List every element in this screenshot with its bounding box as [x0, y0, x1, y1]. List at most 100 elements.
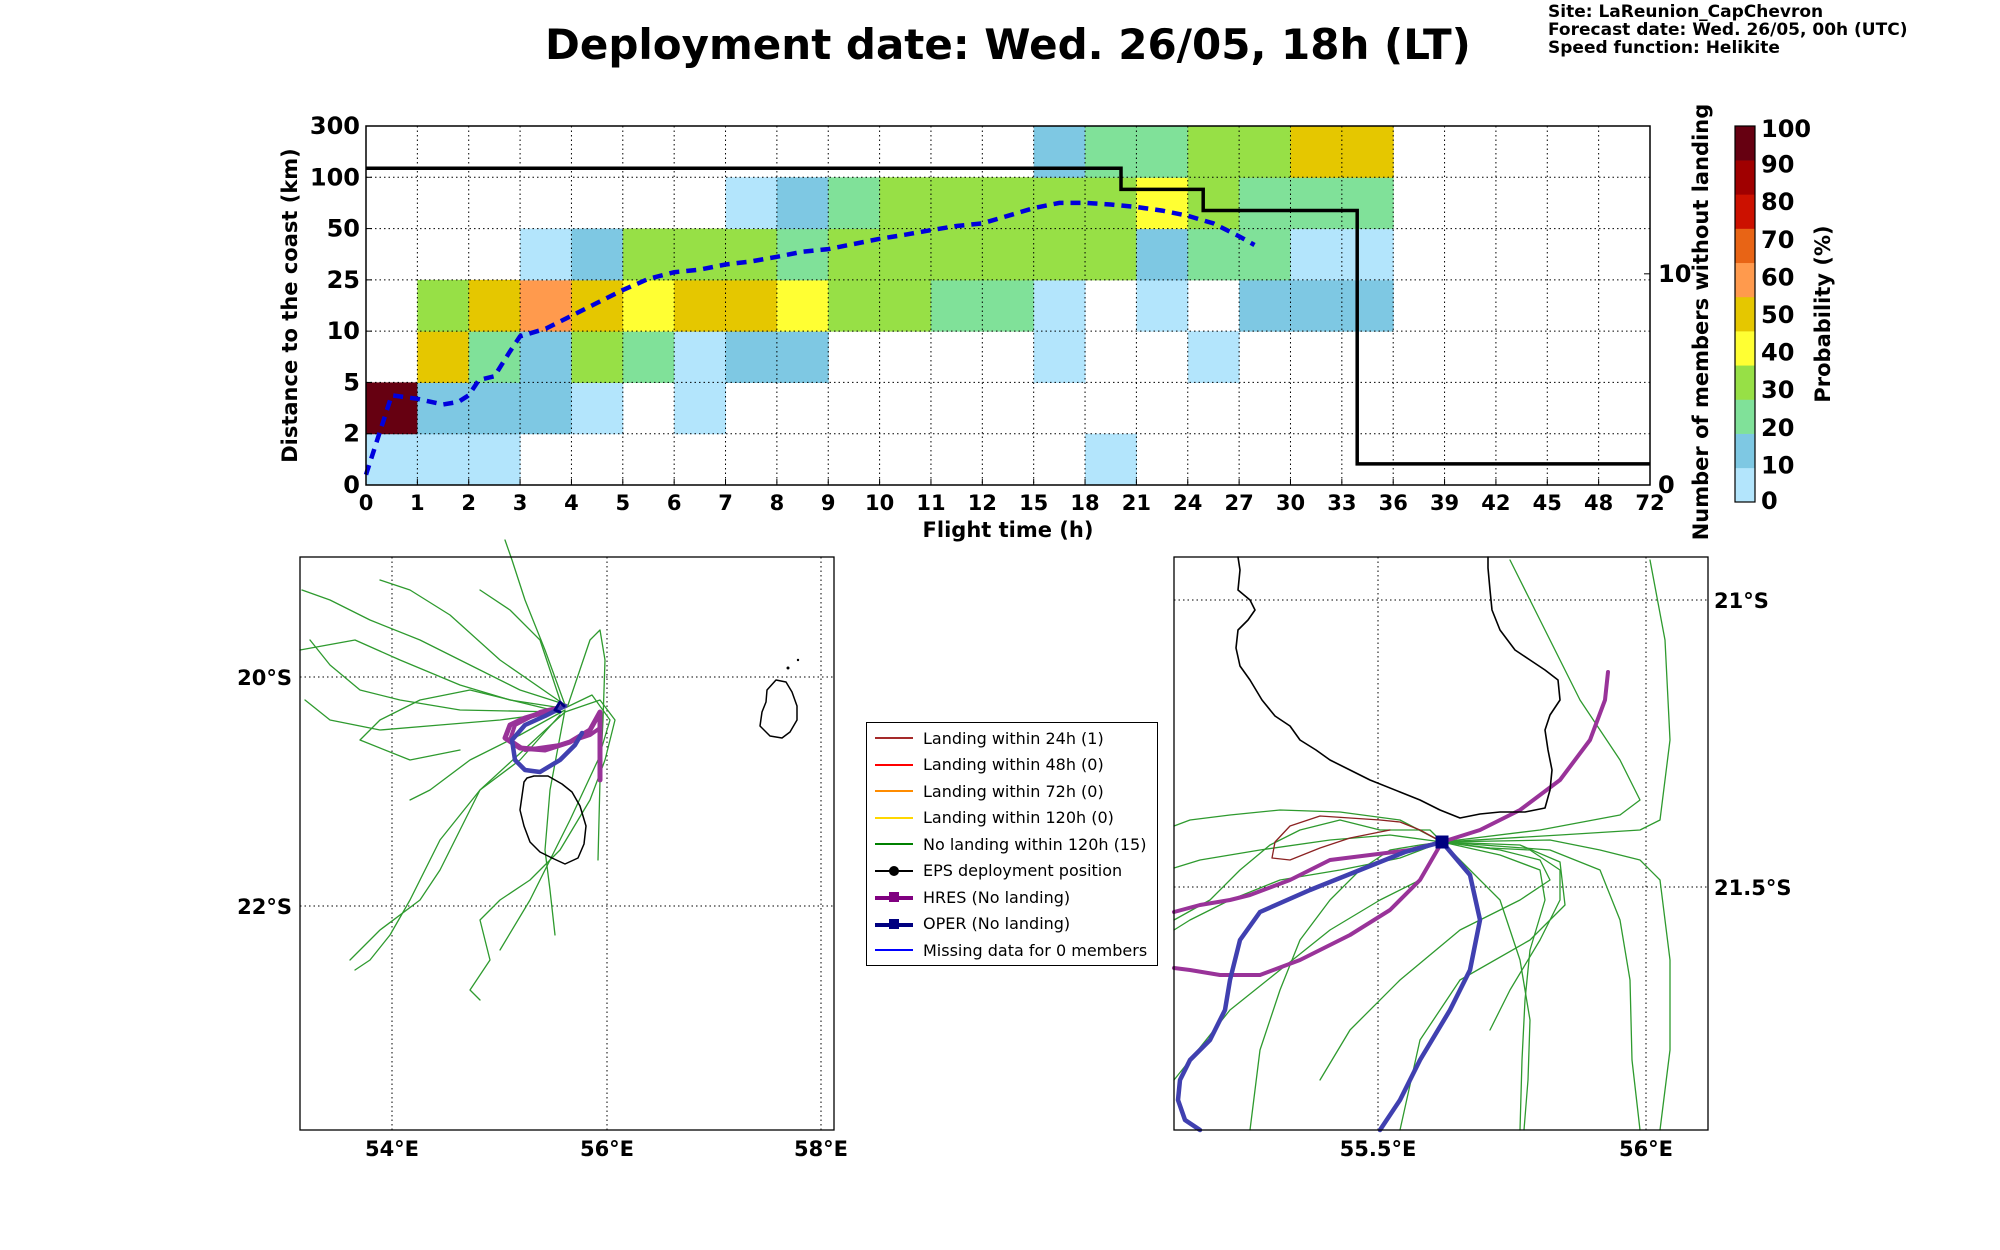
colorbar-tick-label: 70: [1761, 226, 1794, 254]
legend-item: Landing within 24h (1): [875, 727, 1104, 749]
trajectory-no-landing: [1441, 841, 1546, 1131]
y-tick-label: 2: [343, 420, 360, 448]
map-lon-label: 56°E: [1619, 1137, 1673, 1161]
members-without-landing-line: [366, 166, 1650, 466]
trajectory-no-landing: [409, 709, 566, 801]
heatmap-cell: [571, 382, 624, 435]
trajectory-no-landing: [469, 699, 616, 1001]
map-lat-label: 21°S: [1714, 589, 1769, 613]
x-tick-label: 6: [667, 491, 682, 515]
oper-trajectory-2: [1377, 839, 1483, 1133]
site-label: Site: LaReunion_CapChevron: [1548, 2, 1824, 22]
oper-trajectory-start: [553, 700, 566, 714]
heatmap-cell: [366, 433, 418, 486]
heatmap-cell: [1341, 177, 1394, 230]
x-tick-label: 8: [770, 491, 785, 515]
legend-label: Landing within 24h (1): [923, 728, 1104, 748]
x-tick-label: 42: [1481, 491, 1510, 515]
trajectory-no-landing: [1249, 841, 1443, 1131]
heatmap-cell: [520, 228, 572, 281]
heatmap-cell: [1136, 126, 1189, 178]
hres-trajectory-2: [508, 704, 602, 752]
legend-label: No landing within 120h (15): [923, 834, 1147, 854]
legend-swatch: [875, 943, 913, 957]
heatmap-cell: [1341, 228, 1394, 281]
x-tick-label: 11: [916, 491, 945, 515]
x-tick-label: 33: [1327, 491, 1356, 515]
left-map-area: [300, 557, 834, 1130]
y-axis-label: Distance to the coast (km): [278, 148, 302, 463]
x-tick-label: 15: [1019, 491, 1048, 515]
colorbar-label: Probability (%): [1811, 225, 1835, 402]
hres-trajectory-2: [1440, 670, 1610, 844]
trajectory-no-landing: [359, 689, 561, 761]
islet-marker: [796, 658, 800, 662]
y-tick-label: 100: [310, 163, 360, 191]
colorbar-frame: [1734, 125, 1756, 503]
legend-item: EPS deployment position: [875, 860, 1122, 882]
legend-swatch: [875, 731, 913, 745]
x-tick-label: 7: [718, 491, 733, 515]
heatmap-cell: [930, 279, 983, 332]
heatmap-cell: [1290, 177, 1343, 230]
x-tick-label: 4: [564, 491, 579, 515]
islet-marker: [786, 666, 790, 670]
x-tick-label: 45: [1533, 491, 1562, 515]
y2-axis-label: Number of members without landing: [1689, 104, 1713, 541]
colorbar-segment: [1735, 262, 1755, 298]
heatmap-cell: [776, 279, 829, 332]
colorbar-segment: [1735, 228, 1755, 264]
x-tick-label: 72: [1635, 491, 1664, 515]
heatmap-cell: [1341, 126, 1394, 178]
heatmap-cell: [982, 279, 1035, 332]
trajectory-no-landing: [1441, 841, 1531, 1131]
legend-swatch: [875, 917, 913, 931]
legend-item: Landing within 48h (0): [875, 754, 1104, 776]
colorbar-segment: [1735, 296, 1755, 332]
map-lat-label: 21.5°S: [1714, 876, 1791, 900]
legend-label: Landing within 48h (0): [923, 755, 1104, 774]
legend-label: OPER (No landing): [923, 914, 1071, 933]
heatmap-cell: [520, 279, 572, 332]
reunion-island-outline: [1235, 556, 1561, 819]
heatmap-cell: [1290, 279, 1343, 332]
heatmap-cell: [468, 382, 521, 435]
colorbar-segment: [1735, 467, 1755, 503]
colorbar-tick-label: 90: [1761, 151, 1794, 179]
colorbar-tick-label: 30: [1761, 376, 1794, 404]
trajectory-no-landing: [504, 539, 566, 706]
y-tick-label: 10: [327, 317, 360, 345]
heatmap-cell: [674, 331, 727, 383]
map-lon-label: 54°E: [365, 1137, 419, 1161]
heatmap-cell: [1136, 228, 1189, 281]
heatmap-cell: [1239, 126, 1291, 178]
heatmap-cell: [776, 228, 829, 281]
colorbar-segment: [1735, 433, 1755, 469]
x-tick-label: 1: [410, 491, 425, 515]
legend-item: No landing within 120h (15): [875, 833, 1146, 855]
heatmap-cell: [1033, 331, 1086, 383]
colorbar-segment: [1735, 365, 1755, 400]
legend-item: Landing within 120h (0): [875, 807, 1114, 829]
trajectory-no-landing: [301, 589, 568, 706]
y2-tick-label: 10: [1658, 260, 1691, 288]
trajectory-no-landing: [1173, 809, 1443, 843]
colorbar-segment: [1735, 160, 1755, 195]
heatmap-cell: [1239, 228, 1291, 281]
forecast-date-label: Forecast date: Wed. 26/05, 00h (UTC): [1548, 20, 1908, 40]
y-tick-label: 50: [327, 215, 360, 243]
heatmap-cell: [1085, 126, 1137, 178]
heatmap-cell: [622, 331, 675, 383]
heatmap-cell: [725, 228, 778, 281]
trajectory-no-landing: [1441, 559, 1641, 843]
heatmap-cell: [1290, 126, 1343, 178]
heatmap-cell: [1136, 279, 1189, 332]
y2-tick-label: 0: [1658, 471, 1675, 499]
heatmap-cell: [1085, 228, 1137, 281]
x-tick-label: 36: [1379, 491, 1408, 515]
heatmap-cell: [879, 177, 932, 230]
colorbar-segment: [1735, 126, 1755, 161]
heatmap-cell: [674, 279, 727, 332]
heatmap-cell: [417, 331, 470, 383]
